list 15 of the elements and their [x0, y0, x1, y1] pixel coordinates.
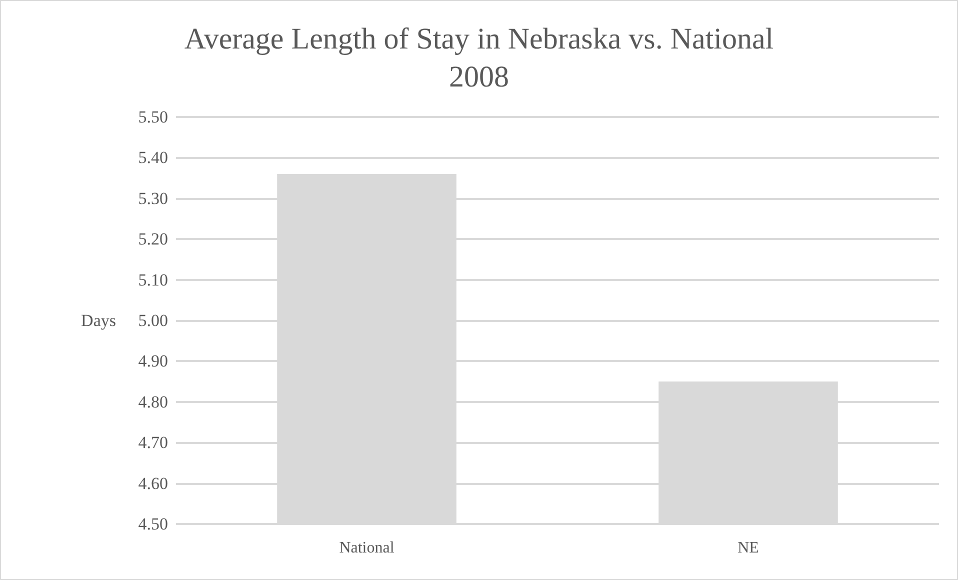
y-tick-label: 5.20: [138, 230, 168, 249]
x-tick-label: NE: [738, 540, 759, 556]
y-tick-label: 4.70: [138, 433, 168, 452]
y-tick-label: 4.60: [138, 474, 168, 493]
y-tick-label: 5.40: [138, 148, 168, 168]
y-tick-label: 4.90: [138, 352, 168, 371]
x-tick-label: National: [339, 540, 395, 556]
y-tick-label: 4.50: [138, 514, 168, 534]
y-tick-label: 5.00: [138, 311, 168, 330]
y-tick-label: 4.80: [138, 392, 168, 412]
y-tick-label: 5.30: [138, 188, 168, 208]
y-tick-label: 5.50: [138, 108, 168, 126]
y-tick-label: 5.10: [138, 270, 168, 290]
chart-title: Average Length of Stay in Nebraska vs. National 2008: [184, 22, 774, 94]
y-axis-title: Days: [81, 311, 116, 330]
